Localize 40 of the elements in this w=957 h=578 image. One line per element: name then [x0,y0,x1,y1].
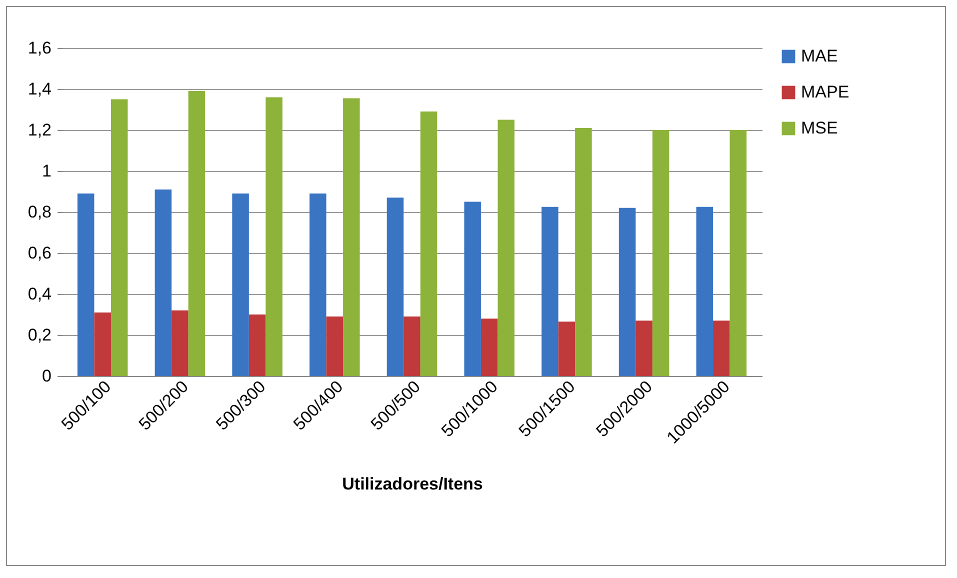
y-tick-label: 1,2 [28,120,52,140]
bar [266,97,282,376]
bar [310,194,326,376]
bar [188,91,206,376]
bar [498,120,514,376]
y-tick-label: 0,6 [28,244,52,262]
bar [558,322,576,376]
y-tick-label: 0,4 [28,284,52,304]
bar [248,314,266,376]
bar [404,316,420,376]
x-axis-title: Utilizadores/Itens [342,474,483,494]
bar [154,189,172,376]
bar [542,206,558,376]
y-tick-label: 0,8 [28,202,52,222]
bar [94,312,111,376]
bar [696,206,714,376]
bar [343,98,360,376]
bar [636,320,652,376]
bar [480,318,498,376]
legend-label: MAE [801,46,838,66]
bar [172,310,188,376]
bar [713,320,730,376]
bar [77,194,94,376]
legend-label: MSE [801,118,838,138]
bar [618,208,636,376]
y-tick-label: 0,2 [28,326,52,344]
bar [232,194,249,376]
bar [575,128,592,376]
bar [326,316,344,376]
y-tick-label: 1,4 [28,80,52,98]
legend-label: MAPE [801,82,850,102]
bar [420,112,438,376]
bar [110,99,128,376]
bar [386,198,404,376]
bar [652,130,670,376]
bar [730,130,747,376]
y-tick-label: 1 [42,162,52,180]
y-tick-label: 0 [42,366,52,386]
bar [464,202,481,376]
y-tick-label: 1,6 [28,38,52,58]
